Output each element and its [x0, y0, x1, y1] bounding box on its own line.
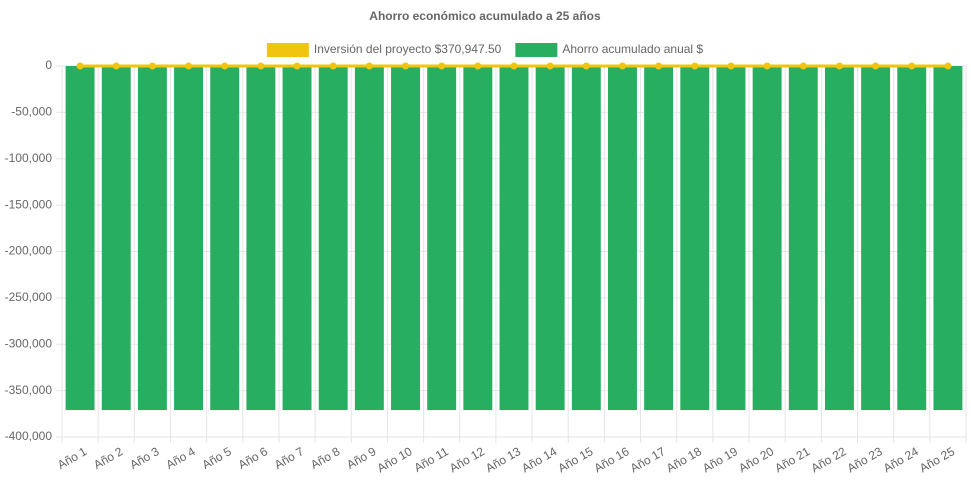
bar: [354, 66, 384, 411]
x-tick-label: Año 19: [700, 444, 740, 475]
x-tick-label: Año 11: [412, 444, 451, 475]
x-tick-label: Año 15: [555, 444, 595, 475]
x-tick-label: Año 24: [881, 444, 921, 475]
bar: [210, 66, 240, 411]
line-point: [835, 62, 843, 70]
legend-label: Inversión del proyecto $370,947.50: [314, 42, 502, 56]
x-tick-label: Año 12: [447, 444, 487, 475]
x-tick-label: Año 14: [519, 444, 559, 475]
line-point: [872, 62, 880, 70]
y-tick-label: -150,000: [5, 197, 53, 211]
legend-label: Ahorro acumulado anual $: [562, 42, 703, 56]
line-point: [763, 62, 771, 70]
bar: [65, 66, 95, 411]
x-tick-label: Año 4: [163, 444, 197, 472]
line-point: [618, 62, 626, 70]
bar: [137, 66, 167, 411]
legend-swatch: [266, 43, 309, 57]
line-point: [546, 62, 554, 70]
line-point: [438, 62, 446, 70]
x-tick-label: Año 5: [200, 444, 234, 472]
bar: [897, 66, 927, 411]
x-tick-label: Año 25: [917, 444, 957, 475]
y-tick-label: -300,000: [5, 336, 53, 350]
y-tick-label: -100,000: [5, 151, 53, 165]
bar: [752, 66, 782, 411]
bar: [608, 66, 637, 411]
line-point: [148, 62, 156, 70]
bar: [391, 66, 420, 411]
bar: [318, 66, 348, 411]
x-tick-label: Año 3: [127, 444, 161, 472]
y-tick-label: -200,000: [5, 244, 53, 258]
line-point: [112, 62, 120, 70]
x-tick-label: Año 8: [308, 444, 342, 472]
y-tick-label: -350,000: [5, 383, 53, 397]
legend-swatch: [515, 43, 558, 57]
x-tick-label: Año 7: [272, 444, 306, 472]
line-point: [221, 62, 229, 70]
x-tick-label: Año 6: [236, 444, 270, 472]
line-point: [908, 62, 916, 70]
bar: [499, 66, 529, 411]
bar: [644, 66, 674, 411]
bar: [788, 66, 818, 411]
bar: [427, 66, 457, 411]
y-tick-label: -400,000: [5, 429, 53, 443]
line-point: [691, 62, 699, 70]
x-tick-label: Año 10: [375, 444, 415, 475]
x-tick-label: Año 16: [592, 444, 632, 475]
y-tick-label: -50,000: [11, 105, 52, 119]
bar: [101, 66, 131, 411]
y-tick-label: 0: [45, 58, 52, 72]
line-point: [185, 62, 193, 70]
bar: [174, 66, 204, 411]
x-tick-label: Año 2: [91, 444, 125, 472]
bar: [716, 66, 746, 411]
line-point: [474, 62, 482, 70]
line-point: [727, 62, 735, 70]
line-point: [257, 62, 265, 70]
line-point: [329, 62, 337, 70]
x-tick-label: Año 1: [55, 444, 89, 472]
bar: [282, 66, 312, 411]
x-tick-label: Año 17: [628, 444, 668, 475]
line-point: [76, 62, 84, 70]
bar: [571, 66, 601, 411]
x-tick-label: Año 22: [809, 444, 849, 475]
y-tick-label: -250,000: [5, 290, 53, 304]
bar: [246, 66, 276, 411]
line-point: [655, 62, 663, 70]
bar: [680, 66, 710, 411]
bar: [824, 66, 854, 411]
bar: [933, 66, 963, 411]
x-tick-label: Año 23: [845, 444, 885, 475]
line-point: [582, 62, 590, 70]
line-point: [944, 62, 952, 70]
x-tick-label: Año 20: [736, 444, 776, 475]
bar: [463, 66, 493, 411]
bar: [535, 66, 565, 411]
x-tick-label: Año 18: [664, 444, 704, 475]
line-point: [799, 62, 807, 70]
x-tick-label: Año 21: [772, 444, 812, 475]
x-tick-label: Año 9: [344, 444, 378, 472]
line-point: [293, 62, 301, 70]
line-point: [365, 62, 373, 70]
line-point: [510, 62, 518, 70]
bar: [861, 66, 891, 411]
x-tick-label: Año 13: [483, 444, 523, 475]
chart-title: Ahorro económico acumulado a 25 años: [369, 9, 601, 23]
line-point: [402, 62, 410, 70]
